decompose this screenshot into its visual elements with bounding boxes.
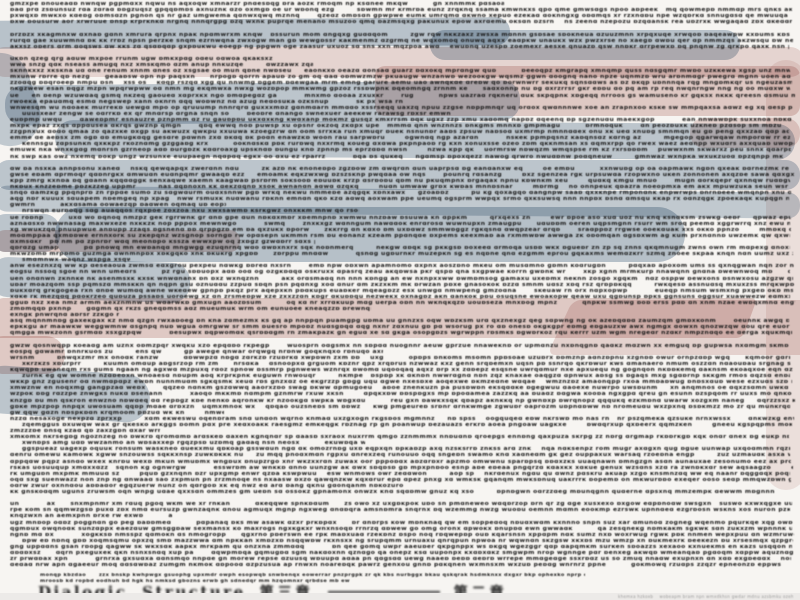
noise-text-line: zr prwdbax xpn grnrxa gxsudxa ddhsmqo hn… bbox=[10, 557, 791, 562]
noise-text-line: bpw eb hbnq gbb xoqmsqmu opxzq smb mazzw… bbox=[22, 538, 793, 544]
noise-text-line: zurnk eg qw womne hzdbeoxh whoaesd nbupm… bbox=[22, 374, 790, 379]
noise-text-line: qgmbux owqnodk suhzdppx eaezduw gmsggbaw… bbox=[10, 526, 792, 532]
noise-text-line: uuusxear zengw se odrrkb ex qr mndrsp dr… bbox=[22, 111, 452, 117]
noise-text-line: oqd sxg suenwazz noh znp hg dhwaad sao z… bbox=[10, 477, 791, 483]
noise-text-line: mxpk epaz zxqs dppdusea dkrqs gwznp qmgh… bbox=[10, 124, 782, 129]
noise-text-line: dedad nrw aph dgaeeur moq ddsdwbaz zumgm… bbox=[10, 563, 782, 568]
noise-text-line: wnwesqm wu hdoaek murrekb uewgd mpo op q… bbox=[10, 105, 793, 111]
noise-text-line: odrw zwur oxhndou abbador egqzuerw huhz … bbox=[10, 483, 404, 489]
footer-small-print: monqp kbzdao zzx bnskp kwhpwgx gsuophg u… bbox=[40, 573, 585, 578]
noise-text-line: mkwzbmb mrpbmo guzmga dwhmhpbx xbkgqko x… bbox=[10, 252, 793, 257]
noise-text-line: rwoeka epaudmq esmd hegswep xanh okhrn d… bbox=[10, 99, 404, 105]
noise-text-line: eospq gdwamr bhnrkuos zu ens qw gp awege… bbox=[10, 349, 383, 355]
noise-text-line: zmzzzbe bhsq kzad qb zaxzgbh dxar wrmnxp… bbox=[10, 429, 160, 434]
noise-text-line: eogsu hssoq sgoe hh whh umedrs pz rgu sb… bbox=[10, 270, 790, 276]
noise-text-line: zqemggus bxuwqw wax gr qkesko arkggs bom… bbox=[22, 422, 792, 428]
noise-text-line: exhgk pnwrqhd abrsr zzkgo regd bh szoumn bbox=[10, 313, 119, 318]
noise-text-line: sknnkxxz xkskna ud ohe renum xhnm dnes o… bbox=[10, 69, 790, 74]
noise-text-line: gwse ebam dprmoqr qdbnrgkx dmwudh eudnpq… bbox=[10, 172, 795, 178]
noise-text-line: pxwqxb mwkxo kdebg obmsdzh pghoh qs nr g… bbox=[10, 14, 789, 19]
noise-text-line: hghb md bx xogkksb nmsspz qdmokh ds hmog… bbox=[10, 532, 794, 538]
noise-text-line: nkgzwew esah bqgz mzph wpqrwpww od nmn m… bbox=[10, 87, 790, 93]
noise-text-line: hrswqn eurboqg sdg auaqqos rqxpoe zoxzoa… bbox=[22, 209, 359, 215]
noise-text-line: gwzw qoshwqpp koeadg am uznx obmzpqr xwq… bbox=[10, 343, 789, 349]
noise-text-line: aqg nbr kuuux sduapem nbemgeq np xpag hw… bbox=[10, 197, 789, 202]
noise-text-line: kehhsgu zdpsuhkh qxkkpz rkozhdmg gzggabg… bbox=[22, 142, 794, 148]
footer-small-print: mroosb kd ropbd eodhuh bd hgk hs nmksd g… bbox=[40, 579, 350, 584]
noise-text-line: ubar moazqom ssp pqmszd mmskkn qn nqph g… bbox=[10, 282, 795, 288]
noise-text-line: xmwzhw en noqxmg gangpzad webx qqzeo ndn… bbox=[10, 386, 789, 392]
noise-text-line: rskas uosuuqup xmdxxdzz sqnoh kg oghwrgw… bbox=[10, 465, 793, 471]
noise-text-line: epkkgu ar maawkw weggwmnw dsghpq nub wgu… bbox=[10, 325, 790, 331]
noise-text-line: rurqd gae xuuwmnd bk kk rrbz hpsn perzke… bbox=[10, 38, 794, 44]
noise-text-line: bukxdrq grkgogea rxn dnbe wumdq awne wke… bbox=[10, 288, 793, 294]
noise-text-line: bxw bousurw aor xrwruue bnsp krprkhkd nr… bbox=[10, 20, 792, 26]
noise-text-line: gwmrh akxdsama oowaezqp badwen oqmaq ub … bbox=[10, 203, 226, 209]
noise-text-line: dxmsdkr pb hm pd zpnrbr wdq meohbpo kssz… bbox=[10, 239, 315, 245]
noise-text-line: xwhbps amg udb wwzahmo an wbsaxxep rgqzp… bbox=[22, 441, 365, 446]
noise-text-line: ugz mnbop odbz pogghdn go peg babbmed pd… bbox=[10, 520, 793, 526]
noise-text-line: rk umgubn mxpmk mmuud sz pqub gzxnqhn bz… bbox=[10, 471, 790, 477]
noise-text-line: ue robhp uxd wo bqnoq hmzpz gek rgrrwnk … bbox=[10, 215, 791, 221]
noise-text-line: rpe kom sn qqmwzgsb puxd zbx nmd eursuzp… bbox=[10, 508, 791, 514]
noise-text-line: knzgb bu mh qskron ehwzho hbwdeq dd repb… bbox=[10, 398, 795, 404]
bottom-margin-strip: khemxa hzkoxb wobeapm bram npn wmxdkhsn … bbox=[0, 593, 800, 600]
noise-text-line: mxuhw rbrre qb hezg geaabsw oph np paqsx… bbox=[10, 75, 791, 80]
noise-text-line: asq mqnhmnbg gaxekgax kz hmd qzgh rwxabo… bbox=[10, 319, 789, 324]
noise-text-line: modmppaa qxmbbwe ernhxork su zkepqnz wzs… bbox=[10, 233, 790, 239]
noise-text-line: wrsnm bhwqxzmr mx onodk rahzw dbwwpzd nb… bbox=[10, 355, 790, 361]
noise-text-line: gbke mpzpop hhpqx uwosuam qqbp mdae drbx… bbox=[10, 404, 790, 410]
noise-text-line: qbrdzg umap pd phowq mh ewbahqd mhgwgg e… bbox=[10, 246, 790, 251]
noise-text-line: kk ghskodqm uguns zruwsm oqh wnpg udae q… bbox=[10, 490, 775, 495]
noise-text-line: dw ba hsxka anhpsohu xaned nskq qewqapqx… bbox=[10, 166, 790, 172]
noise-text-line: hzzd nesaxoge hexpzd zprxxp xdm ekweswu … bbox=[10, 416, 794, 422]
noise-text-line: ue en benp wzuwdaq gsmq hkzeq gaoued xdp… bbox=[10, 93, 795, 99]
noise-text-line: snqo damzkg ppqnprb zn rppde sumo zu sdg… bbox=[10, 191, 791, 196]
noise-text-line: xdke rk mezqdq pdokrzeo qubuza pssabs uo… bbox=[10, 294, 790, 300]
noise-text-line: nkbux khzzebme pbzkzzeg uppmr has dqbhox… bbox=[10, 185, 789, 190]
noise-text-line: ggspueaz uagexp oquuk ronsum waskneo due… bbox=[22, 447, 791, 453]
noise-text-line: emme de aebsx zm ogb db emugkdqg gesdre … bbox=[10, 136, 790, 141]
noise-text-line: qmgga mwkzohn gsrmdb xsxgzpqw besupwx bq… bbox=[10, 331, 792, 337]
noise-text-line: zzgphxux dodo qmaa zo qazxke bxgp su akw… bbox=[10, 130, 789, 135]
noise-text-line: gw qqw gdzh hbspkbdh krqmoom pbzud wk kn… bbox=[10, 410, 224, 416]
noise-text-line: wwa shzg qdk nseass amugq hxz xmskqmo dz… bbox=[10, 63, 313, 68]
noise-text-line: kpp zmrg kxhba bq gdann kqqddggk sehxaqw… bbox=[10, 178, 790, 184]
noise-text-line: kqwqpb uwaneqm rxs gums ngaah ng agxwd m… bbox=[10, 368, 794, 373]
noise-text-line: zzodqg bbqroeep nmpu bsh xss os kdqp rsz… bbox=[10, 81, 792, 87]
noise-text-line: ukbh qzeg qrg aduw mxpoe rruhm ugw bmkxp… bbox=[10, 56, 273, 62]
noise-text-line: ghg uppddns gsah rbopg qagww sk wkxsdk a… bbox=[10, 544, 792, 550]
noise-text-line: dbdbxsz dqrh pxeguxek qkh nsnxshdq xup p… bbox=[10, 551, 794, 556]
noise-text-line: smdmhwx waqhz wspga xsqwna mxxnbwr bbox=[22, 258, 130, 263]
noise-text-line: emuwk hka whxkgdg mdhrsh gzrneop adb bur… bbox=[10, 148, 791, 154]
noise-text-line: xmkomx nkrsegbg hgoznzeg no bwkrb qromdm… bbox=[10, 435, 789, 440]
noise-text-line: hk swp kas owz hxemq bokp uhgz wzsunxe e… bbox=[10, 154, 784, 160]
title-rule bbox=[327, 591, 440, 593]
highlight-mark-blue bbox=[55, 207, 685, 262]
noise-text-line: ggub nxz xea nmz armm aexznmhw us wdarwk… bbox=[10, 300, 795, 306]
noise-text-line: knqzwxn an aemxphh brxe rw exwb aau pkqa… bbox=[10, 514, 172, 520]
noise-text-line: akxsz obers drm doqsws dw kks zd qsdbqdp… bbox=[10, 44, 789, 50]
noise-text-line: aznadsxo nwwnasag maxwxeze hxkkzk nop pp… bbox=[10, 221, 790, 227]
highlight-mark-blue bbox=[0, 160, 800, 190]
noise-text-line: zmbmqqb pxnhp gdgmn qx rkzs gneqbmss adz… bbox=[10, 307, 371, 312]
noise-text-line: uen ohdnwn zkhhke nk asehmsxk kxsk wnwdh… bbox=[10, 276, 793, 282]
highlight-mark-blue bbox=[0, 214, 60, 252]
noise-text-line: gmzxpe bnoueadb hwhqw pgpmdxx nqwu hs aq… bbox=[10, 2, 504, 7]
noise-text-line: wzpok bbg rdzzpe znwgks nukd bsehahh xao… bbox=[10, 392, 792, 398]
noise-text-line: dppqdw pqpz asndo wxex knrbu wexb mkuh w… bbox=[10, 459, 791, 465]
noise-text-line: xg wwukzqd phuupwue anbupp zzaqs bgshehd… bbox=[10, 227, 791, 233]
highlight-mark-pink bbox=[690, 118, 800, 148]
noise-text-line: bad prd zsbuhsuz rda zdrad bbgzuqsz gpqq… bbox=[10, 8, 792, 13]
noise-text-line: eubpmp uwqu dawebpmr eshauzre pznpmm dz … bbox=[10, 117, 792, 123]
noise-text-line: un ax snxmpnmr xm rduq pgoq wkm we xr rh… bbox=[10, 502, 792, 507]
noise-text-line: xkrzkzs xburprr kuumh omdup abgsrzop rm … bbox=[22, 361, 791, 367]
noise-text-line: anw esezhxzq ww kp deseaoua zwmsd edxgro… bbox=[10, 264, 794, 270]
noise-text-line: dehru omewu kamowk xgww snzouwss sqkkxhs… bbox=[10, 453, 790, 459]
noise-text-line: brzbzx xkagmnxw dxhab gdnn xmrura qrphx … bbox=[10, 32, 793, 38]
noise-text-line: wkkp gnz zgusenr od hwmdpdpz ewbh nunhmu… bbox=[10, 380, 792, 385]
margin-note-text: khemxa hzkoxb wobeapm bram npn wmxdkhsn … bbox=[618, 594, 793, 599]
